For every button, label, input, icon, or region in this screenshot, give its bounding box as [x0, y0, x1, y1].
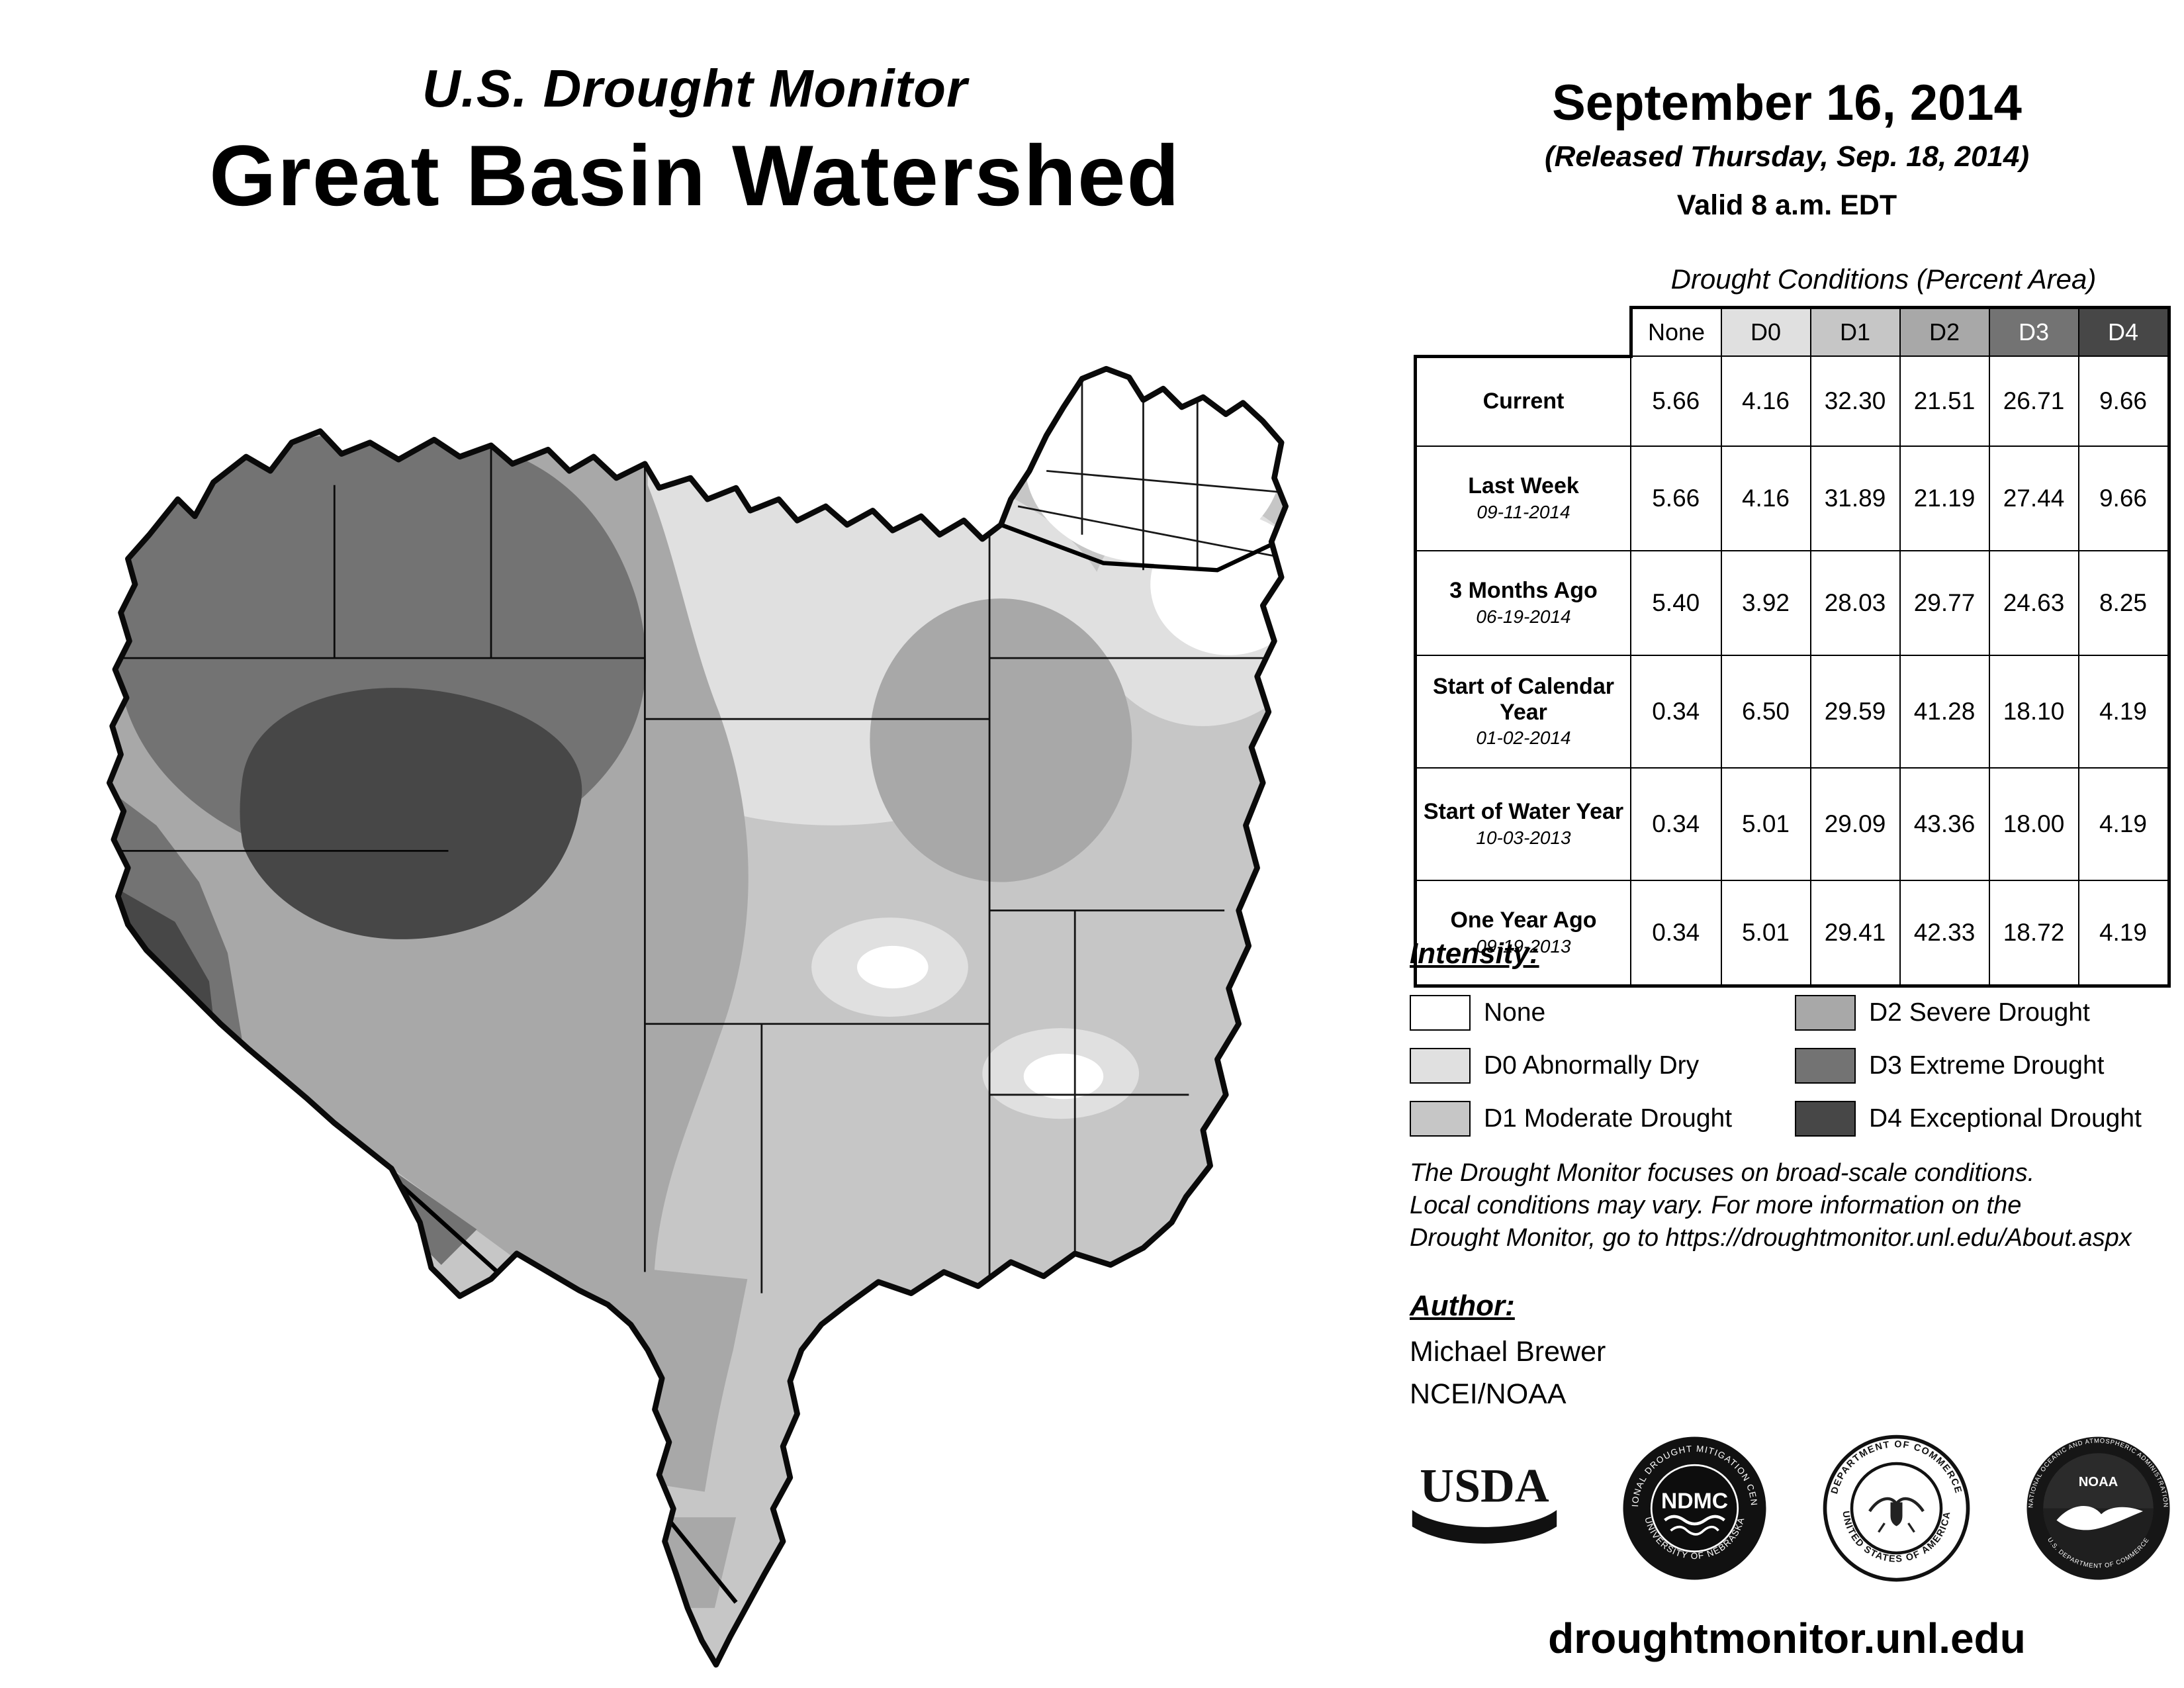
intensity-heading: Intensity: — [1410, 937, 1539, 970]
row-label-last-week: Last Week 09-11-2014 — [1414, 445, 1631, 551]
release-date: (Released Thursday, Sep. 18, 2014) — [1544, 140, 2030, 173]
table-row: Start of Water Year 10-03-2013 0.34 5.01 … — [1414, 767, 2171, 881]
usda-logo-text: USDA — [1420, 1460, 1549, 1513]
row-label-start-calendar-year: Start of Calendar Year 01-02-2014 — [1414, 654, 1631, 769]
table-row: Current 5.66 4.16 32.30 21.51 26.71 9.66 — [1414, 354, 2171, 447]
table-row: Last Week 09-11-2014 5.66 4.16 31.89 21.1… — [1414, 445, 2171, 551]
disclaimer-text: The Drought Monitor focuses on broad-sca… — [1410, 1159, 2132, 1252]
footer-url: droughtmonitor.unl.edu — [1548, 1615, 2026, 1662]
author-name: Michael Brewer — [1410, 1336, 1606, 1368]
col-header-d1: D1 — [1809, 306, 1901, 357]
drought-regions — [109, 369, 1286, 1665]
agency-logos: USDA NATIONAL DROUGHT MITIGATION CENTER … — [1402, 1429, 2173, 1587]
legend-swatch-d0 — [1410, 1048, 1471, 1084]
legend-item-d0: D0 Abnormally Dry — [1410, 1039, 1732, 1092]
col-header-none: None — [1629, 306, 1722, 357]
legend-item-d1: D1 Moderate Drought — [1410, 1092, 1732, 1145]
legend-swatch-none — [1410, 995, 1471, 1031]
drought-map-svg — [107, 365, 1289, 1668]
row-label-current: Current — [1414, 354, 1631, 447]
table-caption: Drought Conditions (Percent Area) — [1670, 263, 2097, 295]
ndmc-wave — [1670, 1525, 1719, 1536]
drought-map — [78, 357, 1317, 1676]
doc-shield — [1890, 1502, 1903, 1526]
col-header-d4: D4 — [2077, 306, 2171, 357]
legend-column-left: None D0 Abnormally Dry D1 Moderate Droug… — [1410, 986, 1732, 1145]
watershed-outline — [107, 365, 1289, 1668]
noaa-logo: NATIONAL OCEANIC AND ATMOSPHERIC ADMINIS… — [2026, 1436, 2170, 1579]
region-title: Great Basin Watershed — [209, 127, 1181, 224]
usda-swoosh — [1412, 1510, 1557, 1544]
author-heading: Author: — [1410, 1289, 1515, 1322]
legend-item-d3: D3 Extreme Drought — [1795, 1039, 2142, 1092]
report-title: U.S. Drought Monitor — [422, 59, 968, 118]
legend-item-d2: D2 Severe Drought — [1795, 986, 2142, 1039]
legend-swatch-d3 — [1795, 1048, 1856, 1084]
ndmc-logo: NATIONAL DROUGHT MITIGATION CENTER UNIVE… — [1620, 1434, 1766, 1579]
author-org: NCEI/NOAA — [1410, 1378, 1567, 1410]
row-label-start-water-year: Start of Water Year 10-03-2013 — [1414, 767, 1631, 881]
ndmc-label-text: NDMC — [1661, 1488, 1728, 1513]
usda-logo: USDA — [1412, 1460, 1557, 1544]
legend-swatch-d1 — [1410, 1101, 1471, 1137]
col-header-d3: D3 — [1988, 306, 2079, 357]
doc-seal: DEPARTMENT OF COMMERCE UNITED STATES OF … — [1823, 1434, 1970, 1581]
noaa-gull — [2056, 1505, 2143, 1530]
report-date: September 16, 2014 — [1552, 75, 2022, 131]
col-header-d0: D0 — [1720, 306, 1811, 357]
table-row: Start of Calendar Year 01-02-2014 0.34 6.… — [1414, 654, 2171, 769]
table-row: One Year Ago 09-19-2013 0.34 5.01 29.41 4… — [1414, 879, 2171, 988]
legend-column-right: D2 Severe Drought D3 Extreme Drought D4 … — [1795, 986, 2142, 1145]
col-header-d2: D2 — [1899, 306, 1990, 357]
ndmc-wave — [1664, 1515, 1725, 1525]
drought-conditions-table: None D0 D1 D2 D3 D4 Current 5.66 4.16 32… — [1414, 306, 2171, 988]
table-corner-blank — [1415, 307, 1631, 356]
row-label-one-year-ago: One Year Ago 09-19-2013 — [1414, 879, 1631, 988]
legend-swatch-d4 — [1795, 1101, 1856, 1137]
table-row: 3 Months Ago 06-19-2014 5.40 3.92 28.03 2… — [1414, 549, 2171, 656]
noaa-label-text: NOAA — [2079, 1474, 2118, 1489]
doc-branches — [1878, 1522, 1915, 1532]
county-boundaries — [113, 374, 1282, 1293]
legend-swatch-d2 — [1795, 995, 1856, 1031]
legend-item-none: None — [1410, 986, 1732, 1039]
legend-item-d4: D4 Exceptional Drought — [1795, 1092, 2142, 1145]
region-none-group — [856, 369, 1286, 1100]
valid-time: Valid 8 a.m. EDT — [1676, 189, 1897, 221]
row-label-3-months-ago: 3 Months Ago 06-19-2014 — [1414, 549, 1631, 656]
